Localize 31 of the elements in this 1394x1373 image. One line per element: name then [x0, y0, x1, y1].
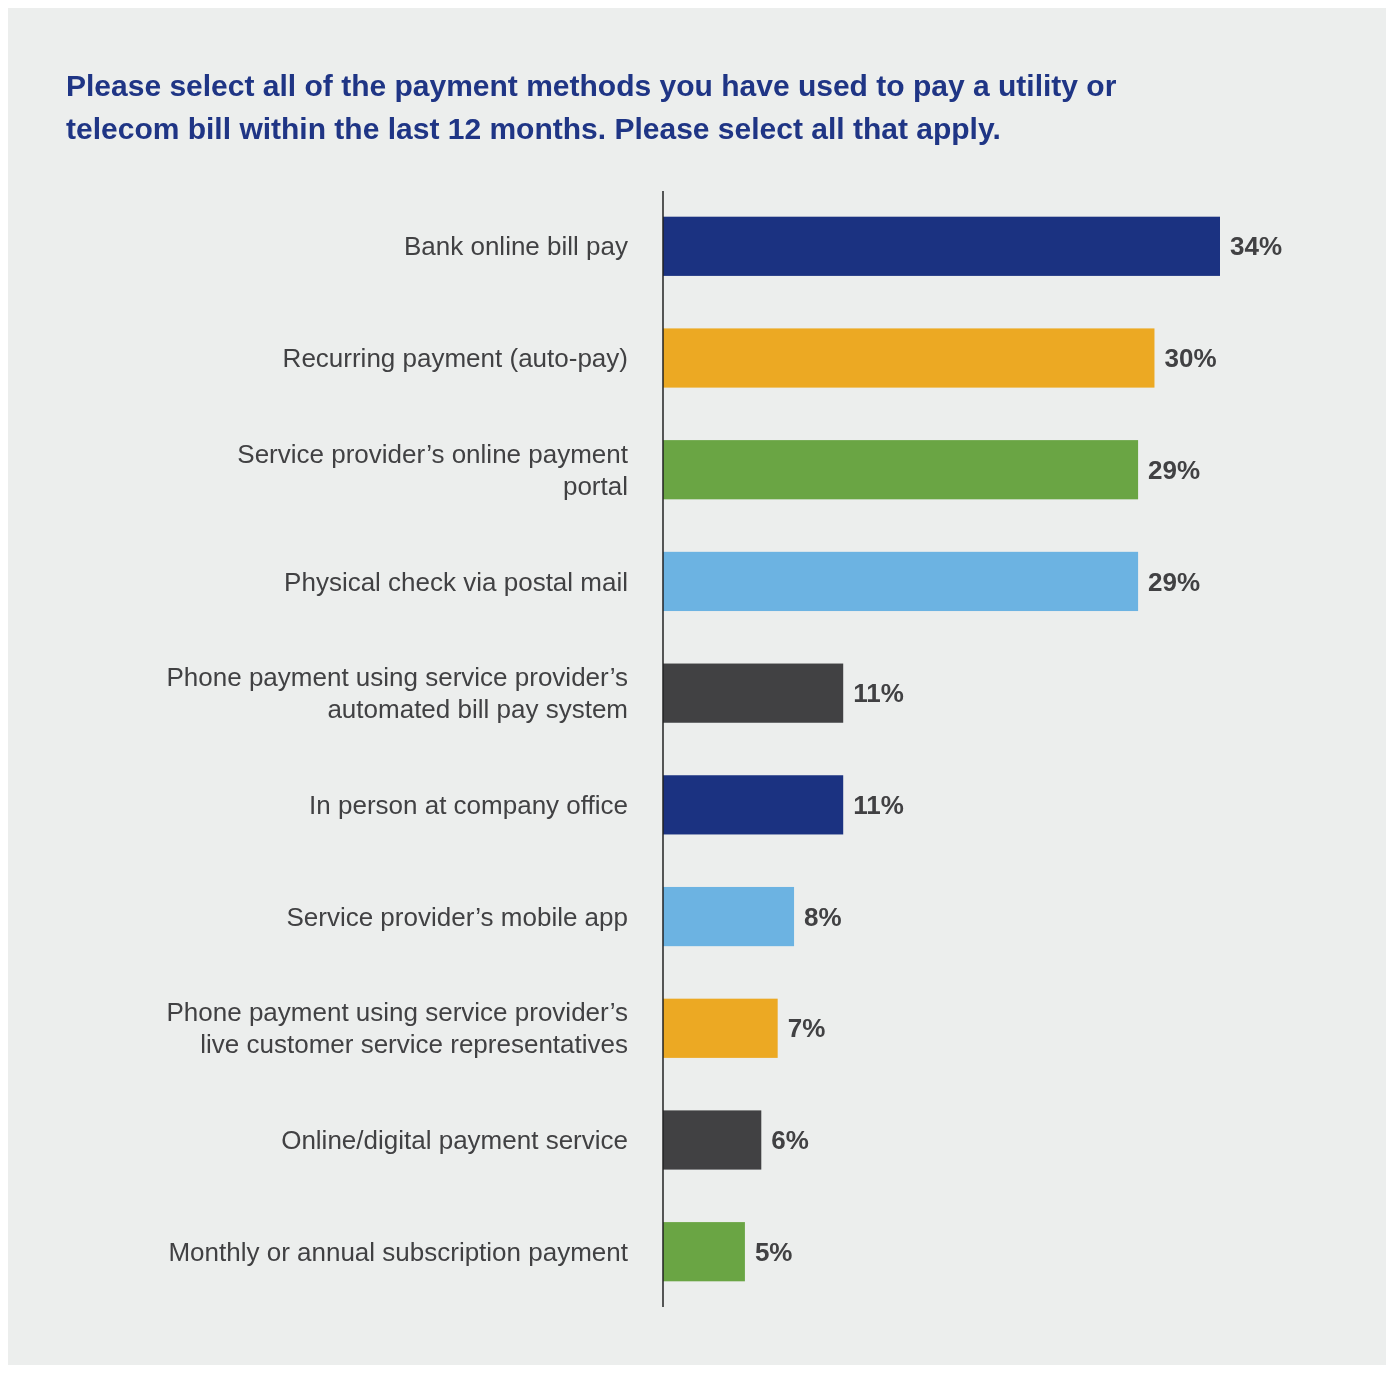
- bar: [663, 775, 844, 835]
- bar: [663, 440, 1139, 500]
- data-label: 29%: [1148, 566, 1201, 597]
- data-label: 5%: [754, 1236, 793, 1267]
- chart-title: Please select all of the payment methods you have used to pay a utility or telecom bill within the last 12 months. Please select all that apply.: [66, 69, 1117, 145]
- bar: [663, 663, 844, 723]
- data-label: 11%: [853, 678, 904, 709]
- data-label: 34%: [1230, 231, 1283, 262]
- bar: [663, 998, 778, 1058]
- y-tick-label: Recurring payment (auto-pay): [282, 343, 628, 374]
- y-tick-label: In person at company office: [309, 789, 628, 820]
- data-label: 8%: [804, 901, 842, 932]
- data-label: 29%: [1148, 454, 1201, 485]
- y-tick-label: Phone payment using service provider’s automated bill pay system: [166, 662, 628, 725]
- bar: [663, 886, 795, 947]
- bar: [663, 1222, 745, 1282]
- data-label: 11%: [853, 789, 904, 820]
- y-tick-label: Service provider’s online payment portal: [237, 438, 629, 501]
- y-tick-label: Physical check via postal mail: [284, 566, 628, 597]
- y-tick-label: Bank online bill pay: [403, 231, 628, 262]
- y-tick-label: Phone payment using service provider’s live customer service representatives: [166, 997, 628, 1060]
- bar: [663, 328, 1155, 388]
- y-tick-label: Service provider’s mobile app: [286, 901, 628, 932]
- bar: [663, 1110, 762, 1170]
- data-label: 7%: [787, 1013, 826, 1044]
- data-label: 30%: [1164, 343, 1217, 374]
- bar: [663, 216, 1220, 276]
- y-tick-label: Monthly or annual subscription payment: [168, 1236, 629, 1267]
- y-tick-label: Online/digital payment service: [281, 1125, 628, 1156]
- data-label: 6%: [771, 1125, 809, 1156]
- bar: [663, 551, 1139, 612]
